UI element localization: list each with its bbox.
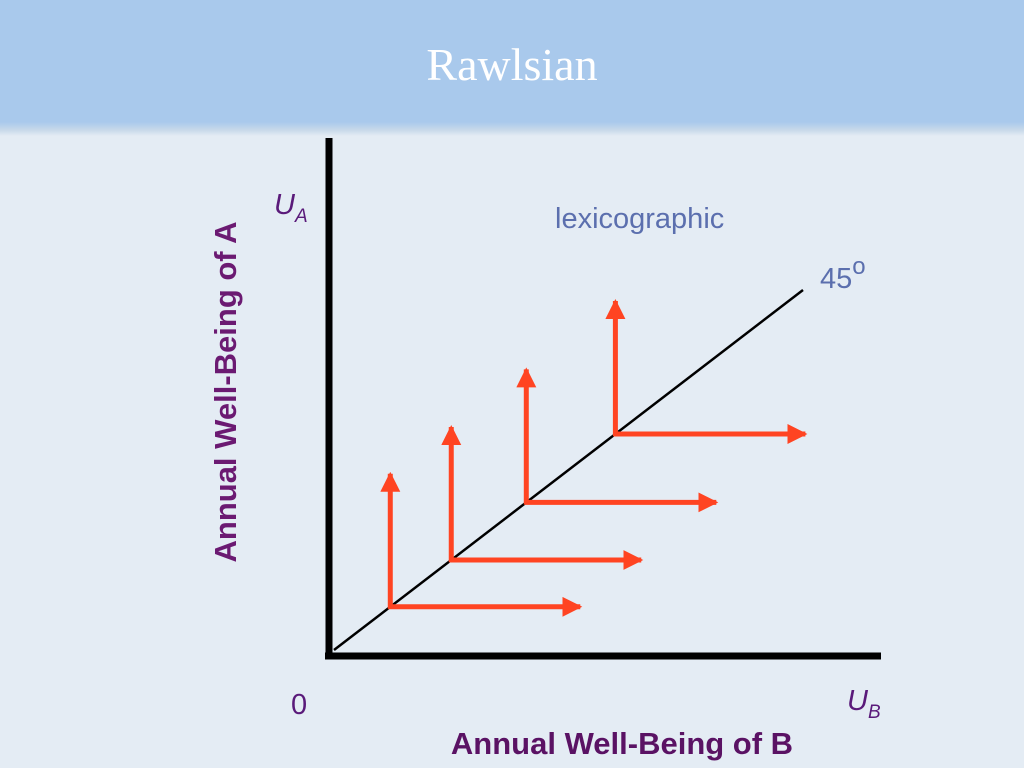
origin-label: 0 xyxy=(291,689,307,721)
indifference-curve-3 xyxy=(516,367,719,513)
lexicographic-label: lexicographic xyxy=(555,203,724,235)
indifference-curves xyxy=(380,299,808,617)
title-bar-edge xyxy=(0,122,1024,136)
y-axis-symbol: UA xyxy=(274,189,308,227)
y-axis-symbol-main: U xyxy=(274,189,296,221)
angle-degree-symbol: o xyxy=(852,253,865,280)
y-axis-label: Annual Well-Being of A xyxy=(208,222,243,563)
title-bar xyxy=(0,0,1024,130)
x-axis-symbol-main: U xyxy=(847,685,869,717)
slide-title: Rawlsian xyxy=(426,39,598,90)
angle-label: 45o xyxy=(820,253,866,295)
x-axis-symbol: UB xyxy=(847,685,881,723)
y-axis-symbol-sub: A xyxy=(294,206,308,227)
indifference-curve-1 xyxy=(380,471,583,617)
indifference-curve-4 xyxy=(605,299,808,444)
angle-value: 45 xyxy=(820,263,852,295)
x-axis-label: Annual Well-Being of B xyxy=(451,726,793,761)
diagonal-45-line xyxy=(333,289,804,651)
indifference-curve-2 xyxy=(441,425,644,570)
x-axis-symbol-sub: B xyxy=(868,702,881,723)
